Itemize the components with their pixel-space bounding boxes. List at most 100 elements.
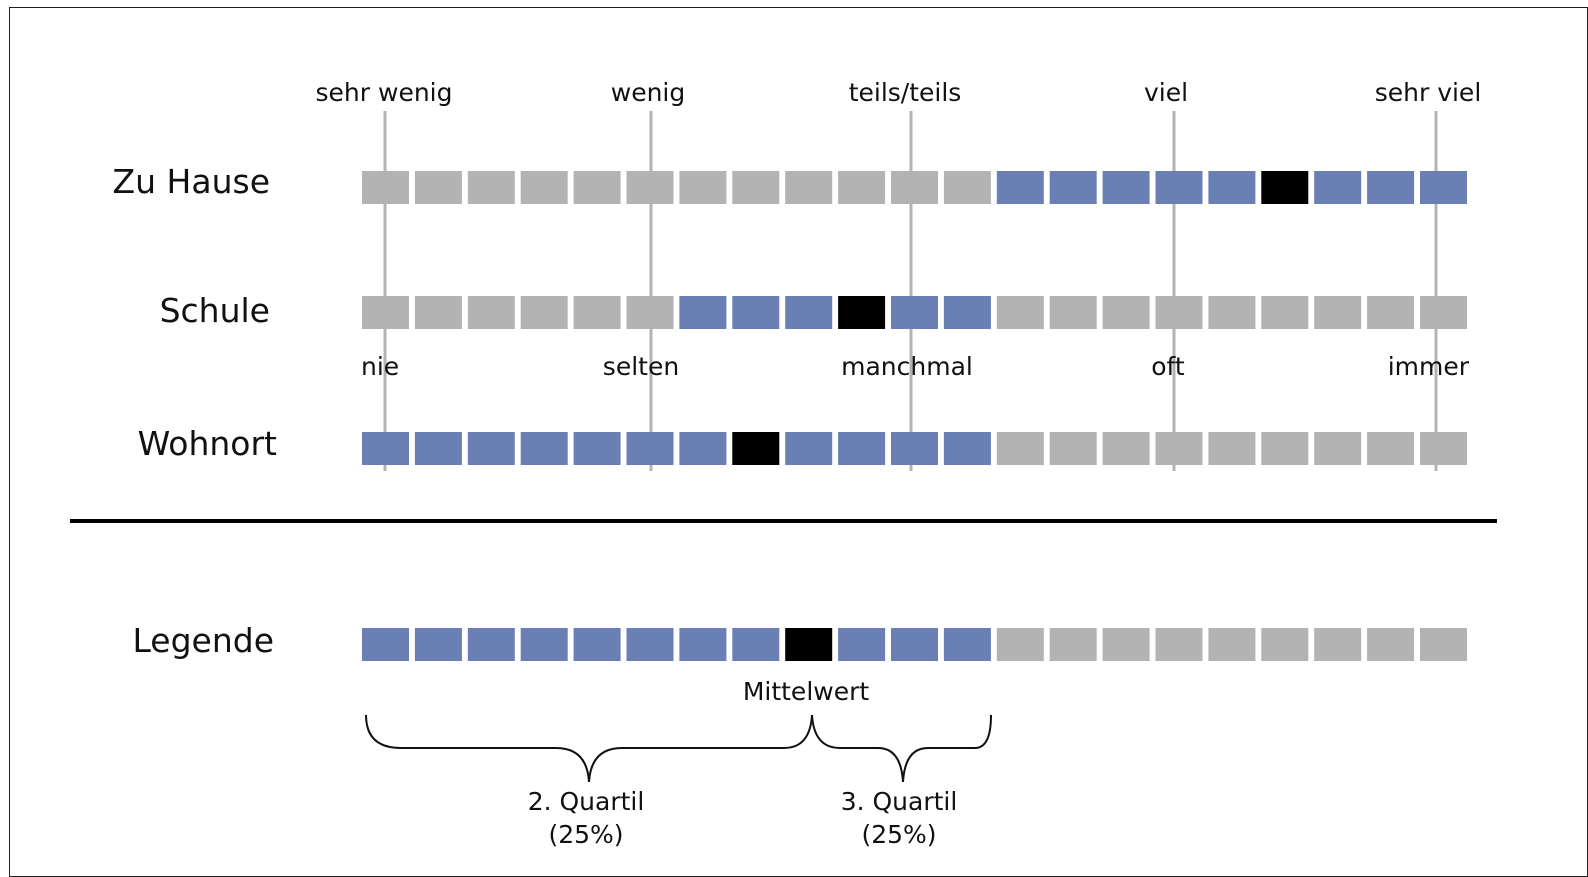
quartile-segment [1102, 171, 1150, 204]
quartile-segment [891, 432, 938, 465]
quartile-segment [838, 628, 886, 661]
middle-scale-label: immer [1388, 352, 1470, 381]
top-scale-label: sehr wenig [316, 78, 453, 107]
segment [891, 171, 938, 204]
middle-scale-label: oft [1151, 352, 1185, 381]
quartile-segment [1049, 171, 1097, 204]
quartile-segment [1208, 171, 1256, 204]
quartile-segment [1314, 171, 1362, 204]
top-scale-label: wenig [611, 78, 686, 107]
q3-brace [811, 714, 992, 783]
segment [573, 171, 621, 204]
quartile-segment [626, 432, 674, 465]
segment [573, 296, 621, 329]
segment [943, 171, 991, 204]
segment [996, 296, 1044, 329]
q2-brace [365, 714, 813, 783]
q2-percent: (25%) [548, 820, 623, 849]
quartile-segment [838, 432, 886, 465]
segment [1367, 432, 1415, 465]
segment [1208, 296, 1256, 329]
segment [1420, 296, 1467, 329]
segment [1049, 296, 1097, 329]
segment [467, 171, 515, 204]
mean-label: Mittelwert [743, 677, 870, 706]
quartile-segment [467, 432, 515, 465]
top-scale-label: teils/teils [849, 78, 962, 107]
gridlines [383, 111, 1438, 471]
segment [1420, 628, 1467, 661]
segment [1261, 432, 1309, 465]
quartile-segment [520, 432, 568, 465]
quartile-segment [732, 628, 780, 661]
legend-bar [362, 628, 1467, 661]
quartile-segment [679, 432, 727, 465]
segment [520, 296, 568, 329]
segment [362, 296, 409, 329]
middle-scale-label: manchmal [841, 352, 973, 381]
mean-segment [1261, 171, 1309, 204]
quartile-segment [414, 628, 462, 661]
quartile-segment [626, 628, 674, 661]
segment [996, 628, 1044, 661]
top-scale: sehr wenig wenig teils/teils viel sehr v… [316, 78, 1482, 107]
segment [1420, 432, 1467, 465]
segment [1155, 296, 1203, 329]
segment [626, 171, 674, 204]
quartile-segment [732, 296, 780, 329]
mean-segment [838, 296, 886, 329]
segment [1102, 628, 1150, 661]
row-label-schule: Schule [160, 291, 270, 330]
quartile-segment [362, 628, 409, 661]
segment [1102, 296, 1150, 329]
quartile-segment [891, 296, 938, 329]
quartile-segment [573, 432, 621, 465]
segment [1102, 432, 1150, 465]
quartile-segment [573, 628, 621, 661]
legend-label: Legende [132, 621, 274, 660]
quartile-segment [1420, 171, 1467, 204]
segment [1314, 432, 1362, 465]
segment [1155, 628, 1203, 661]
quartile-segment [943, 296, 991, 329]
segment [362, 171, 409, 204]
segment [996, 432, 1044, 465]
row-label-wohnort: Wohnort [138, 424, 277, 463]
bar-row-wohnort [362, 432, 1467, 465]
quartile-segment [679, 628, 727, 661]
quartile-segment [785, 296, 833, 329]
segment [679, 171, 727, 204]
quartile-segment [1155, 171, 1203, 204]
segment [1049, 628, 1097, 661]
quartile-segment [996, 171, 1044, 204]
quartile-segment [414, 432, 462, 465]
quartile-segment [785, 432, 833, 465]
segment [414, 171, 462, 204]
quartile-segment [467, 628, 515, 661]
segment [1314, 628, 1362, 661]
middle-scale: nie selten manchmal oft immer [361, 352, 1470, 381]
segment [520, 171, 568, 204]
segment [414, 296, 462, 329]
segment [1367, 296, 1415, 329]
bar-row-schule [362, 296, 1467, 329]
segment [1314, 296, 1362, 329]
q3-label: 3. Quartil [841, 787, 958, 816]
segment [838, 171, 886, 204]
mean-segment [785, 628, 833, 661]
quartile-segment [943, 628, 991, 661]
mean-segment [732, 432, 780, 465]
segment [467, 296, 515, 329]
middle-scale-label: selten [603, 352, 679, 381]
segment [1367, 628, 1415, 661]
q2-label: 2. Quartil [528, 787, 645, 816]
quartile-segment [520, 628, 568, 661]
bar-row-zu-hause [362, 171, 1467, 204]
segment [1261, 296, 1309, 329]
quartile-segment [943, 432, 991, 465]
segment [1261, 628, 1309, 661]
segment [1049, 432, 1097, 465]
segment [732, 171, 780, 204]
segment [1155, 432, 1203, 465]
top-scale-label: sehr viel [1375, 78, 1482, 107]
